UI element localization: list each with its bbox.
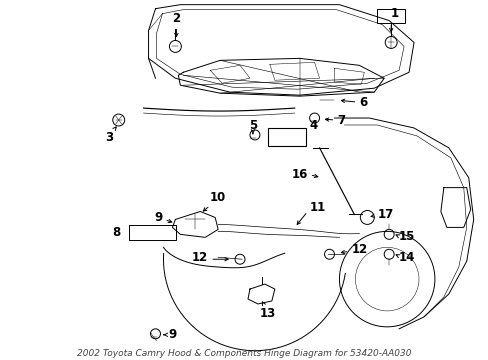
Text: 14: 14 xyxy=(398,251,415,264)
Text: 10: 10 xyxy=(209,191,226,204)
Text: 16: 16 xyxy=(291,168,307,181)
Text: 4: 4 xyxy=(309,120,317,132)
Text: 9: 9 xyxy=(168,328,176,341)
Text: 1: 1 xyxy=(390,7,398,20)
Bar xyxy=(376,9,404,23)
Text: 8: 8 xyxy=(112,226,121,239)
Text: 15: 15 xyxy=(398,230,415,243)
Text: 13: 13 xyxy=(259,307,275,320)
Text: 9: 9 xyxy=(154,211,162,224)
Text: 5: 5 xyxy=(248,120,257,132)
Text: 12: 12 xyxy=(351,243,367,256)
Text: 2002 Toyota Camry Hood & Components Hinge Diagram for 53420-AA030: 2002 Toyota Camry Hood & Components Hing… xyxy=(77,349,411,358)
Text: 6: 6 xyxy=(359,96,367,109)
Text: 2: 2 xyxy=(172,12,180,25)
Text: 17: 17 xyxy=(376,208,393,221)
Bar xyxy=(128,225,176,240)
Text: 3: 3 xyxy=(104,131,113,144)
Text: 11: 11 xyxy=(309,201,325,214)
Text: 12: 12 xyxy=(192,251,208,264)
Text: 7: 7 xyxy=(337,113,345,126)
Bar xyxy=(267,128,305,146)
